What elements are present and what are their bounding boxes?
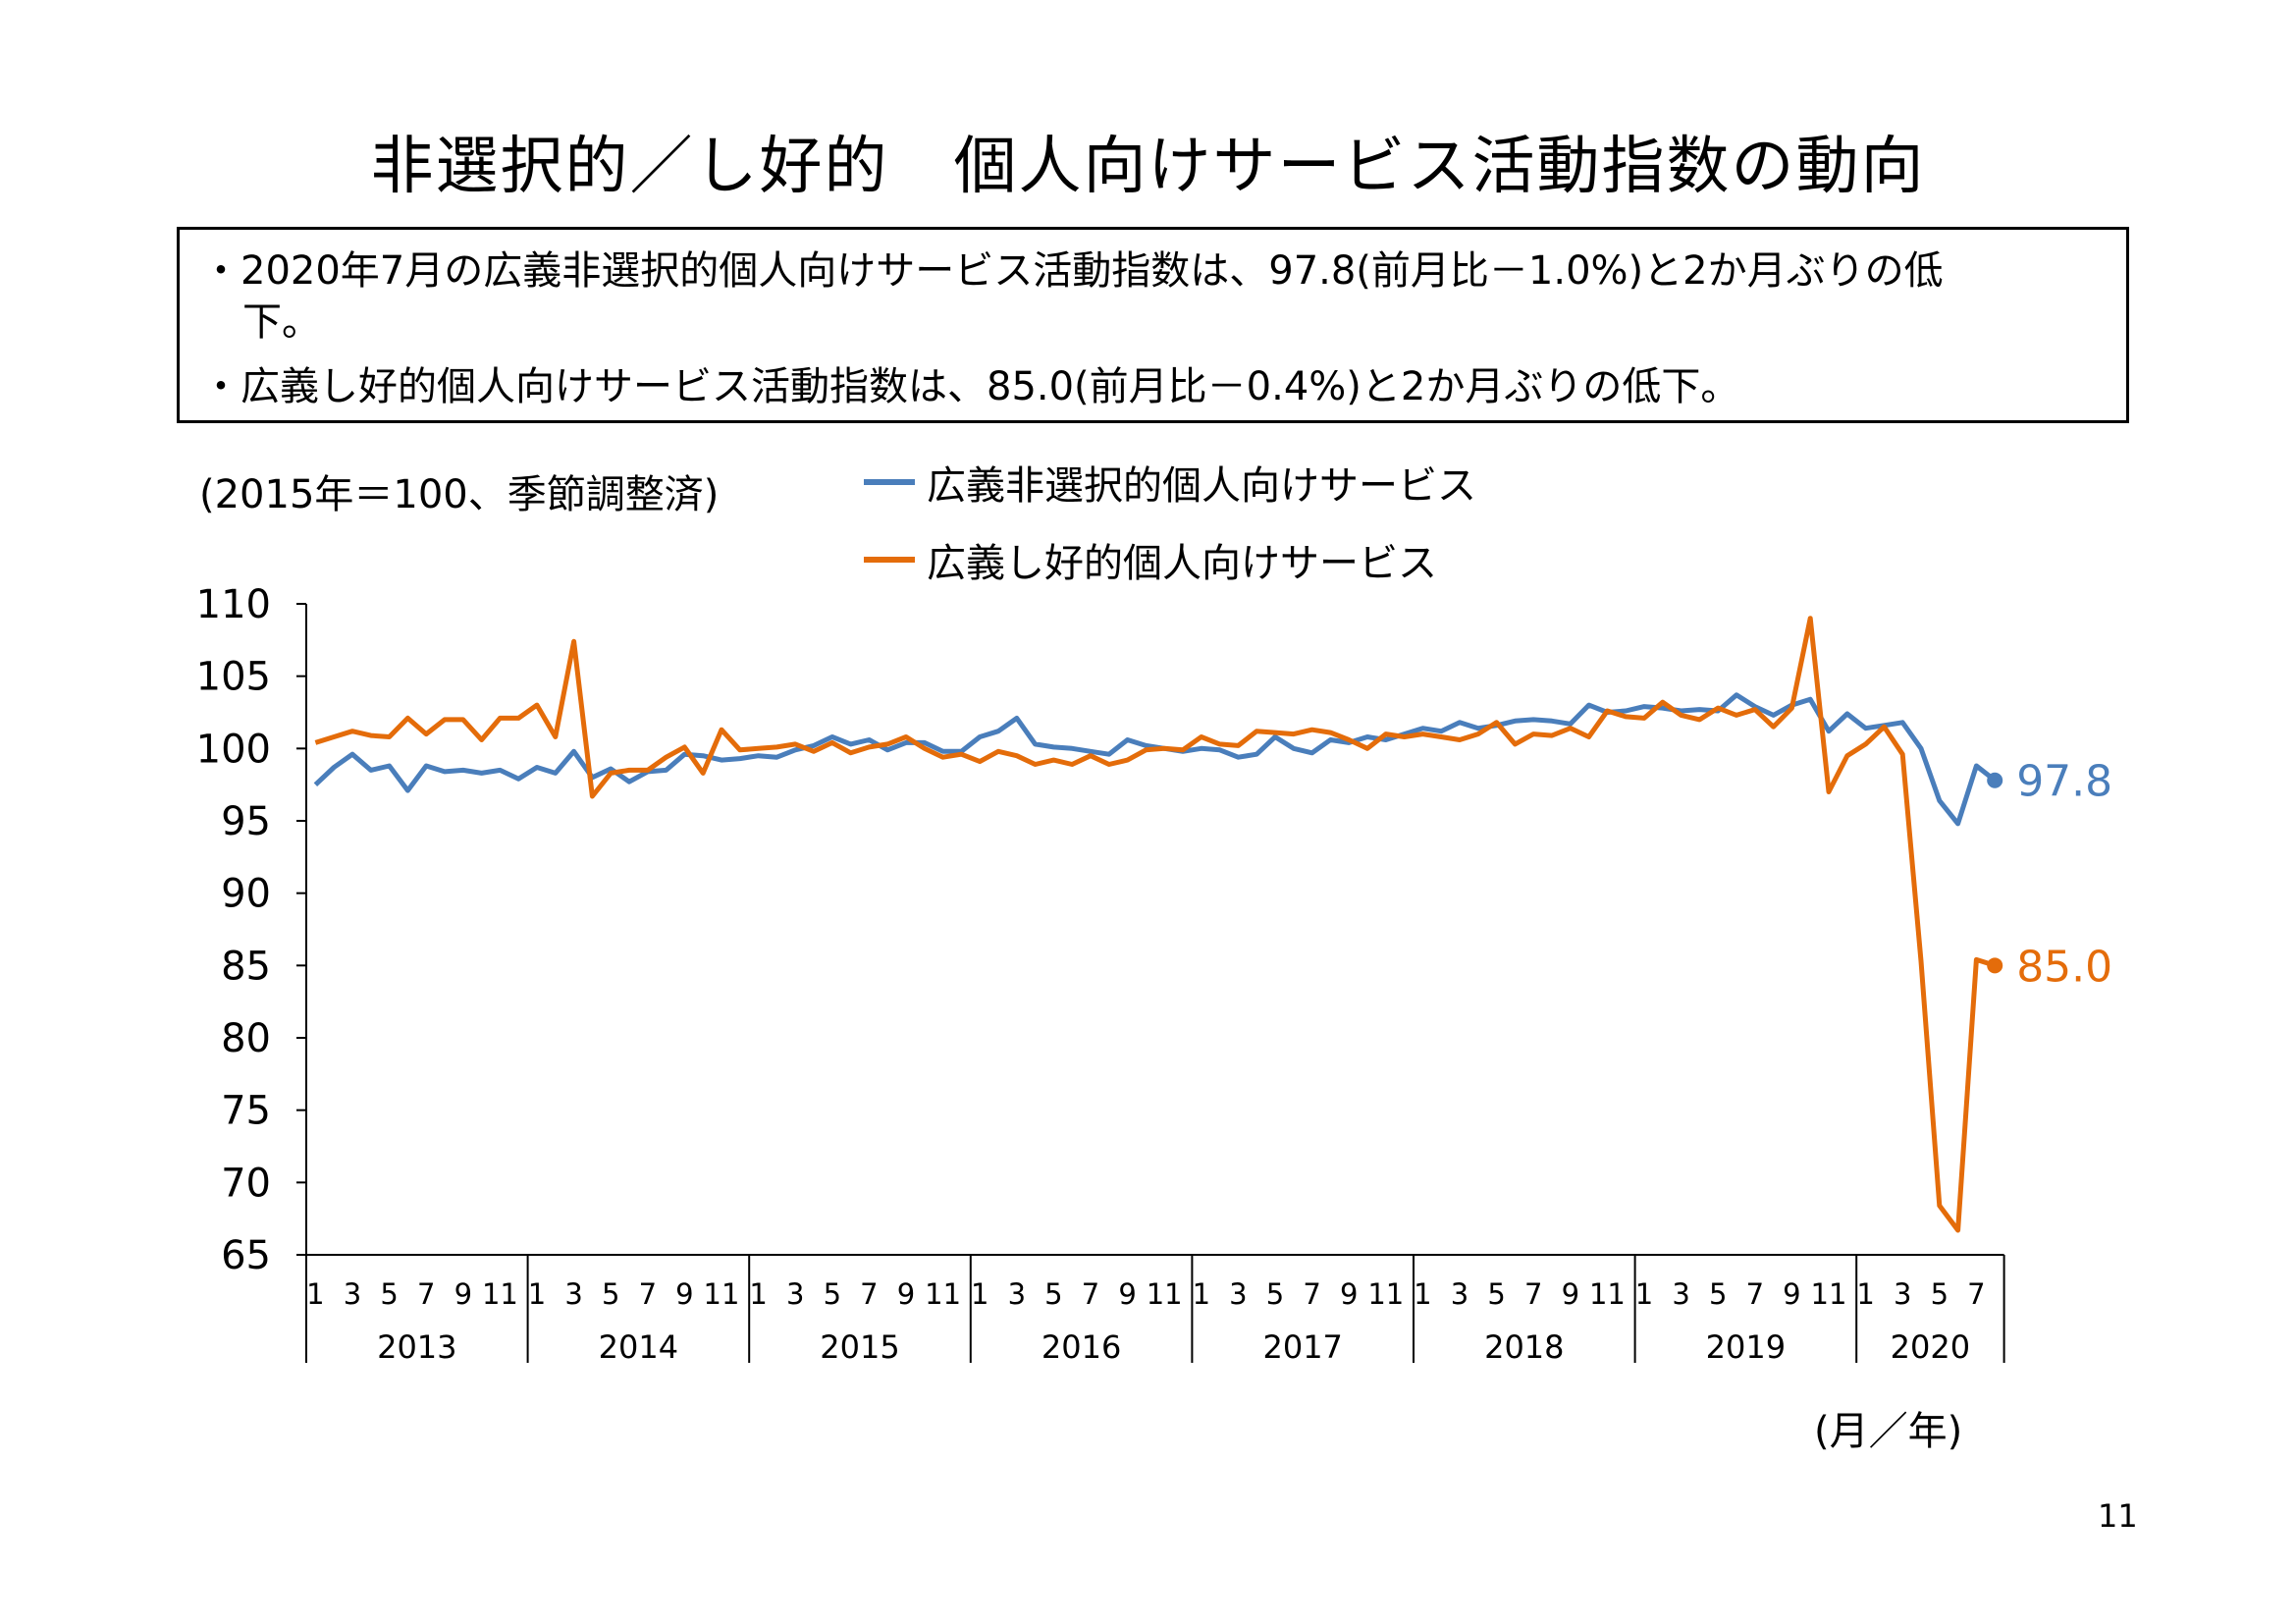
end-point-selective: [1987, 957, 2003, 974]
month-tick-label: 1: [1635, 1277, 1653, 1311]
end-label-selective: 85.0: [2016, 942, 2112, 992]
month-tick-label: 1: [528, 1277, 546, 1311]
month-tick-label: 3: [564, 1277, 582, 1311]
y-tick-label: 95: [221, 799, 271, 844]
month-tick-label: 3: [1229, 1277, 1247, 1311]
y-tick-label: 80: [221, 1016, 271, 1061]
month-tick-label: 1: [1856, 1277, 1874, 1311]
legend-label-selective: 広義し好的個人向けサービス: [927, 541, 1437, 586]
y-tick-label: 110: [196, 582, 271, 627]
legend-label-nonselective: 広義非選択的個人向けサービス: [927, 463, 1476, 509]
page-number: 11: [2098, 1497, 2138, 1535]
month-tick-label: 7: [1082, 1277, 1099, 1311]
month-tick-label: 1: [1414, 1277, 1431, 1311]
month-tick-label: 5: [602, 1277, 619, 1311]
month-tick-label: 11: [1367, 1277, 1404, 1311]
end-label-nonselective: 97.8: [2016, 757, 2112, 807]
month-tick-label: 3: [1451, 1277, 1468, 1311]
month-tick-label: 7: [860, 1277, 878, 1311]
legend-item-selective: 広義し好的個人向けサービス: [864, 531, 1437, 588]
year-label: 2018: [1484, 1328, 1564, 1366]
year-label: 2013: [377, 1328, 456, 1366]
month-tick-label: 5: [1487, 1277, 1505, 1311]
summary-box: ・2020年7月の広義非選択的個人向けサービス活動指数は、97.8(前月比－1.…: [177, 227, 2129, 423]
y-tick-label: 75: [221, 1089, 271, 1134]
month-tick-label: 3: [1008, 1277, 1026, 1311]
legend-swatch-orange: [864, 557, 915, 563]
month-tick-label: 5: [380, 1277, 398, 1311]
month-tick-label: 9: [454, 1277, 472, 1311]
month-tick-label: 3: [786, 1277, 804, 1311]
month-tick-label: 7: [1303, 1277, 1320, 1311]
month-tick-label: 1: [306, 1277, 324, 1311]
month-tick-label: 11: [1811, 1277, 1847, 1311]
month-tick-label: 7: [639, 1277, 657, 1311]
x-axis-unit: (月／年): [1814, 1409, 1963, 1454]
month-tick-label: 9: [675, 1277, 693, 1311]
month-tick-label: 3: [1894, 1277, 1911, 1311]
month-tick-label: 9: [1118, 1277, 1136, 1311]
y-tick-label: 100: [196, 727, 271, 772]
legend-swatch-blue: [864, 479, 915, 485]
month-tick-label: 1: [971, 1277, 988, 1311]
month-tick-label: 7: [1524, 1277, 1542, 1311]
month-tick-label: 3: [1672, 1277, 1689, 1311]
y-tick-label: 70: [221, 1161, 271, 1206]
y-tick-label: 105: [196, 655, 271, 700]
end-point-nonselective: [1987, 772, 2003, 788]
month-tick-label: 9: [897, 1277, 915, 1311]
year-label: 2014: [599, 1328, 678, 1366]
year-label: 2020: [1891, 1328, 1970, 1366]
year-label: 2016: [1041, 1328, 1121, 1366]
chart-unit-note: (2015年＝100、季節調整済): [199, 472, 720, 517]
month-tick-label: 9: [1562, 1277, 1579, 1311]
month-tick-label: 9: [1783, 1277, 1800, 1311]
summary-line-2: ・広義し好的個人向けサービス活動指数は、85.0(前月比－0.4%)と2か月ぶり…: [201, 364, 1740, 409]
y-tick-label: 65: [221, 1233, 271, 1278]
legend-item-nonselective: 広義非選択的個人向けサービス: [864, 454, 1476, 511]
month-tick-label: 5: [824, 1277, 841, 1311]
year-label: 2019: [1706, 1328, 1786, 1366]
month-tick-label: 5: [1931, 1277, 1949, 1311]
year-label: 2017: [1262, 1328, 1342, 1366]
y-tick-label: 90: [221, 872, 271, 917]
month-tick-label: 3: [344, 1277, 361, 1311]
month-tick-label: 7: [1967, 1277, 1985, 1311]
page-title: 非選択的／し好的 個人向けサービス活動指数の動向: [370, 131, 1926, 203]
series-line-selective: [314, 616, 1996, 1233]
month-tick-label: 11: [1147, 1277, 1183, 1311]
month-tick-label: 1: [749, 1277, 767, 1311]
month-tick-label: 5: [1044, 1277, 1062, 1311]
y-tick-label: 85: [221, 944, 271, 989]
month-tick-label: 7: [417, 1277, 435, 1311]
summary-line-1: ・2020年7月の広義非選択的個人向けサービス活動指数は、97.8(前月比－1.…: [201, 248, 1944, 294]
month-tick-label: 11: [1589, 1277, 1626, 1311]
year-label: 2015: [820, 1328, 899, 1366]
summary-line-1-cont: 下。: [242, 299, 321, 345]
month-tick-label: 5: [1709, 1277, 1727, 1311]
month-tick-label: 7: [1746, 1277, 1764, 1311]
month-tick-label: 11: [925, 1277, 961, 1311]
month-tick-label: 1: [1193, 1277, 1210, 1311]
month-tick-label: 9: [1340, 1277, 1358, 1311]
month-tick-label: 11: [482, 1277, 518, 1311]
month-tick-label: 5: [1266, 1277, 1284, 1311]
month-tick-label: 11: [704, 1277, 740, 1311]
